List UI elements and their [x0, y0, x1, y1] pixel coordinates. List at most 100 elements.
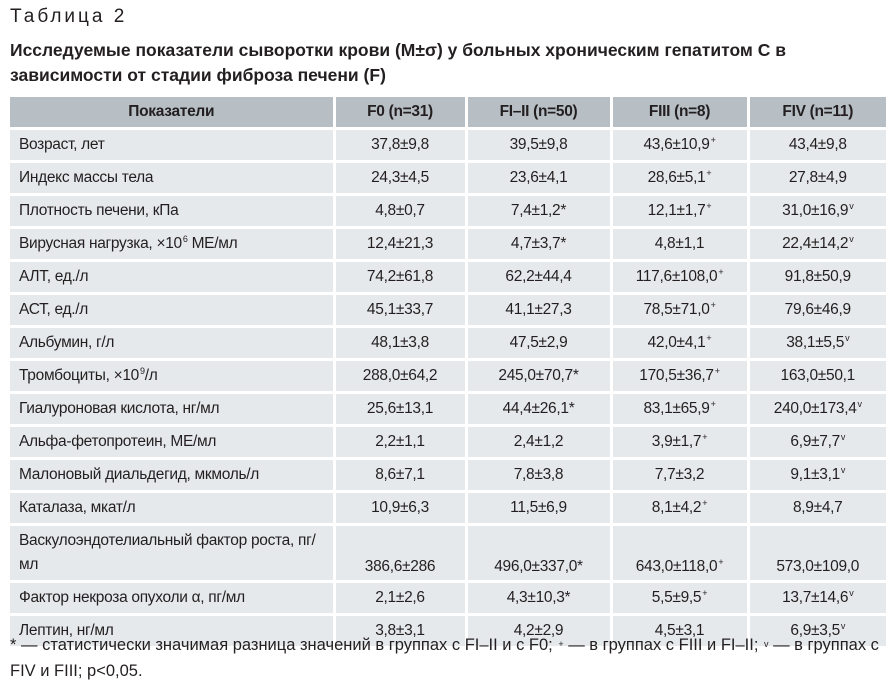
cell-value: 4,2±2,9 — [513, 622, 564, 639]
value-cell: 8,1±4,2+ — [611, 490, 750, 525]
value-cell: 7,8±3,8 — [466, 457, 613, 492]
cell-value: 5,5±9,5 — [651, 589, 702, 606]
value-cell: 38,1±5,5v — [748, 325, 886, 360]
row-indicator-name: Лептин, нг/мл — [10, 613, 336, 646]
value-cell: 117,6±108,0+ — [611, 259, 750, 294]
value-cell: 43,6±10,9+ — [611, 127, 750, 162]
table-row: АЛТ, ед./л 74,2±61,8 62,2±44,4 117,6±108,0+… — [10, 259, 886, 294]
table-row: Альфа-фетопротеин, МЕ/мл 2,2±1,1 2,4±1,2 3,… — [10, 424, 886, 459]
column-header-f0: F0 (n=31) — [334, 97, 468, 129]
significance-mark: + — [710, 399, 716, 409]
table-row: Тромбоциты, ×109/л 288,0±64,2 245,0±70,7* 1… — [10, 358, 886, 393]
value-cell: 6,9±3,5v — [748, 613, 886, 646]
cell-value: 4,3±10,3* — [506, 589, 571, 606]
data-table: Показатели F0 (n=31) FI–II (n=50) FIII (… — [10, 97, 886, 646]
value-cell: 4,2±2,9 — [466, 613, 613, 646]
indicator-label: АЛТ, ед./л — [19, 268, 89, 285]
column-header-indicator: Показатели — [10, 97, 336, 129]
significance-mark: + — [714, 366, 720, 376]
indicator-exponent: 6 — [182, 234, 188, 244]
value-cell: 39,5±9,8 — [466, 127, 613, 162]
cell-value: 117,6±108,0 — [635, 268, 718, 285]
cell-value: 27,8±4,9 — [788, 169, 847, 186]
cell-value: 25,6±13,1 — [366, 400, 434, 417]
table-title: Исследуемые показатели сыворотки крови (… — [10, 40, 786, 85]
indicator-unit: МЕ/мл — [187, 235, 238, 252]
cell-value: 23,6±4,1 — [509, 169, 568, 186]
significance-mark: v — [840, 621, 846, 631]
value-cell: 23,6±4,1 — [466, 160, 613, 195]
cell-value: 12,4±21,3 — [366, 235, 434, 252]
indicator-label: Индекс массы тела — [19, 169, 154, 186]
value-cell: 11,5±6,9 — [466, 490, 613, 525]
value-cell: 91,8±50,9 — [748, 259, 886, 294]
value-cell: 24,3±4,5 — [334, 160, 468, 195]
value-cell: 573,0±109,0 — [748, 523, 886, 582]
value-cell: 6,9±7,7v — [748, 424, 886, 459]
value-cell: 2,2±1,1 — [334, 424, 468, 459]
value-cell: 8,9±4,7 — [748, 490, 886, 525]
significance-mark: + — [706, 168, 712, 178]
cell-value: 39,5±9,8 — [509, 136, 568, 153]
value-cell: 643,0±118,0+ — [611, 523, 750, 582]
cell-value: 79,6±46,9 — [784, 301, 851, 318]
cell-value: 2,1±2,6 — [375, 589, 425, 606]
cell-value: 10,9±6,3 — [371, 499, 429, 516]
cell-value: 2,2±1,1 — [375, 433, 425, 450]
cell-value: 4,7±3,7* — [510, 235, 567, 252]
cell-value: 83,1±65,9 — [643, 400, 710, 417]
cell-value: 42,0±4,1 — [647, 334, 706, 351]
significance-mark: v — [857, 399, 863, 409]
cell-value: 8,1±4,2 — [651, 499, 702, 516]
value-cell: 3,8±3,1 — [334, 613, 468, 646]
significance-mark: + — [706, 333, 712, 343]
row-indicator-name: Индекс массы тела — [10, 160, 336, 195]
value-cell: 74,2±61,8 — [334, 259, 468, 294]
value-cell: 42,0±4,1+ — [611, 325, 750, 360]
indicator-exponent: 9 — [140, 366, 145, 376]
cell-value: 240,0±173,4 — [773, 400, 857, 417]
indicator-label: Каталаза, мкат/л — [19, 499, 136, 516]
row-indicator-name: Гиалуроновая кислота, нг/мл — [10, 391, 336, 426]
table-row: Вирусная нагрузка, ×106 МЕ/мл 12,4±21,3 4,… — [10, 226, 886, 261]
table-row: Возраст, лет 37,8±9,8 39,5±9,8 43,6±10,9+ 43… — [10, 127, 886, 162]
value-cell: 48,1±3,8 — [334, 325, 468, 360]
value-cell: 245,0±70,7* — [466, 358, 613, 393]
cell-value: 573,0±109,0 — [776, 558, 860, 575]
significance-mark: v — [840, 432, 846, 442]
significance-mark: + — [710, 300, 716, 310]
row-indicator-name: АСТ, ед./л — [10, 292, 336, 327]
cell-value: 496,0±337,0* — [494, 558, 583, 575]
cell-value: 37,8±9,8 — [371, 136, 429, 153]
indicator-label: Васкулоэндотелиальный фактор роста, пг/м… — [19, 532, 316, 573]
significance-mark: + — [718, 557, 724, 567]
value-cell: 4,8±1,1 — [611, 226, 750, 261]
cell-value: 288,0±64,2 — [362, 367, 438, 384]
row-indicator-name: Вирусная нагрузка, ×106 МЕ/мл — [10, 226, 336, 261]
value-cell: 12,1±1,7+ — [611, 193, 750, 228]
cell-value: 47,5±2,9 — [509, 334, 568, 351]
row-indicator-name: Альбумин, г/л — [10, 325, 336, 360]
value-cell: 10,9±6,3 — [334, 490, 468, 525]
value-cell: 37,8±9,8 — [334, 127, 468, 162]
cell-value: 4,8±1,1 — [654, 235, 705, 252]
cell-value: 13,7±14,6 — [782, 589, 849, 606]
indicator-label: АСТ, ед./л — [19, 301, 89, 318]
cell-value: 22,4±14,2 — [782, 235, 849, 252]
cell-value: 7,8±3,8 — [513, 466, 564, 483]
cell-value: 7,7±3,2 — [654, 466, 705, 483]
indicator-label: Фактор некроза опухоли α, пг/мл — [19, 589, 245, 606]
row-indicator-name: Плотность печени, кПа — [10, 193, 336, 228]
table-row: Фактор некроза опухоли α, пг/мл 2,1±2,6 4,… — [10, 580, 886, 615]
cell-value: 7,4±1,2* — [510, 202, 567, 219]
cell-value: 48,1±3,8 — [371, 334, 429, 351]
table-row: Гиалуроновая кислота, нг/мл 25,6±13,1 44,4… — [10, 391, 886, 426]
value-cell: 31,0±16,9v — [748, 193, 886, 228]
value-cell: 7,7±3,2 — [611, 457, 750, 492]
footnote-part-2: — в группах с FIII и FI–II; — [563, 636, 764, 654]
row-indicator-name: Тромбоциты, ×109/л — [10, 358, 336, 393]
footnote-plus-mark: + — [558, 639, 564, 649]
cell-value: 45,1±33,7 — [366, 301, 434, 318]
significance-mark: + — [702, 588, 708, 598]
value-cell: 7,4±1,2* — [466, 193, 613, 228]
